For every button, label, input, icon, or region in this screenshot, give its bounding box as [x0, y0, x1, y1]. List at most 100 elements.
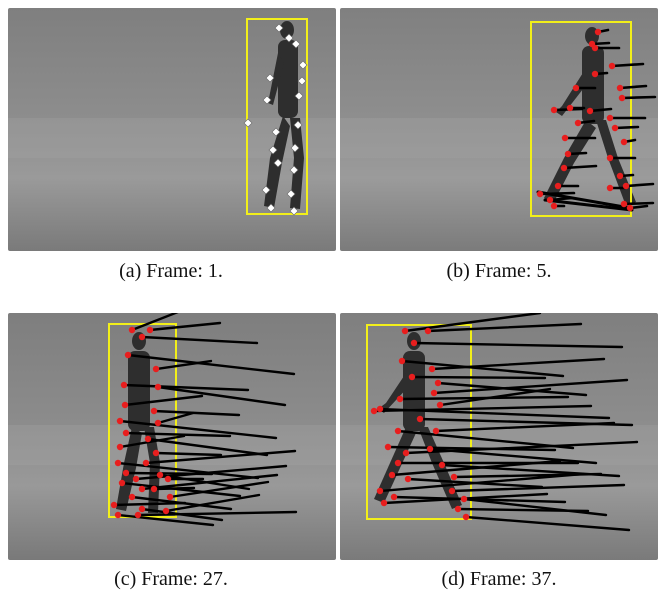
caption-a: (a) Frame: 1.: [119, 260, 223, 282]
track-lines: [372, 313, 639, 532]
frame-5-scene: [340, 8, 658, 251]
keypoint-marker: [564, 150, 572, 158]
keypoint-marker: [162, 507, 170, 515]
track-line: [146, 437, 269, 457]
keypoint-marker: [376, 405, 384, 413]
keypoint-marker: [608, 62, 616, 70]
keypoint-marker: [376, 487, 384, 495]
keypoint-marker: [591, 44, 599, 52]
keypoint-marker: [450, 473, 458, 481]
keypoint-marker: [554, 182, 562, 190]
keypoint-marker: [394, 459, 402, 467]
keypoint-marker: [243, 118, 253, 128]
track-lines: [112, 313, 298, 527]
track-line: [404, 440, 639, 455]
track-line: [152, 409, 241, 417]
keypoint-marker: [150, 485, 158, 493]
track-line: [456, 507, 590, 513]
keypoint-marker: [594, 28, 602, 36]
track-line: [122, 383, 250, 392]
keypoint-marker: [265, 73, 275, 83]
keypoint-marker: [384, 443, 392, 451]
keypoint-marker: [404, 475, 412, 483]
track-line: [588, 107, 613, 113]
track-line: [562, 164, 598, 170]
track-line: [116, 461, 260, 480]
keypoint-marker: [293, 120, 303, 130]
keypoint-marker: [396, 395, 404, 403]
track-line: [156, 385, 287, 407]
track-line: [434, 421, 616, 433]
keypoint-marker: [114, 511, 122, 519]
keypoint-marker: [370, 407, 378, 415]
track-line: [622, 201, 655, 206]
track-line: [156, 411, 195, 425]
keypoint-marker: [291, 39, 301, 49]
keypoint-marker: [142, 459, 150, 467]
keypoint-marker: [434, 379, 442, 387]
keypoint-marker: [388, 471, 396, 479]
keypoint-marker: [561, 134, 569, 142]
track-line: [613, 125, 640, 130]
keypoint-marker: [402, 449, 410, 457]
keypoint-marker: [550, 202, 558, 210]
keypoint-marker: [156, 471, 164, 479]
keypoint-marker: [118, 479, 126, 487]
keypoint-marker: [616, 172, 624, 180]
keypoint-marker: [289, 206, 299, 216]
track-line: [436, 381, 588, 397]
track-line: [378, 472, 585, 493]
keypoint-marker: [122, 469, 130, 477]
tracking-box: [366, 324, 472, 520]
keypoint-marker: [438, 461, 446, 469]
keypoint-marker: [550, 106, 558, 114]
track-line: [386, 445, 557, 452]
track-line: [430, 357, 606, 371]
track-line: [116, 513, 215, 527]
keypoint-marker: [274, 23, 284, 33]
track-line: [372, 404, 593, 413]
track-line: [432, 378, 629, 395]
track-line: [412, 341, 624, 349]
keypoint-marker: [134, 511, 142, 519]
keypoint-marker: [394, 427, 402, 435]
keypoint-marker: [110, 501, 118, 509]
keypoint-marker: [622, 182, 630, 190]
keypoint-marker: [298, 60, 308, 70]
keypoint-marker: [586, 107, 594, 115]
keypoint-marker: [380, 499, 388, 507]
keypoint-marker: [271, 127, 281, 137]
track-line: [126, 353, 296, 376]
track-line: [390, 459, 562, 477]
track-line: [140, 473, 279, 491]
keypoint-marker: [146, 326, 154, 334]
caption-d: (d) Frame: 37.: [441, 568, 557, 590]
track-line: [118, 419, 278, 440]
frame-1-image: [8, 8, 336, 251]
keypoint-marker: [132, 475, 140, 483]
keypoint-marker: [128, 493, 136, 501]
tracking-box: [246, 18, 308, 215]
keypoint-marker: [410, 339, 418, 347]
keypoint-marker: [114, 459, 122, 467]
track-line: [152, 486, 196, 491]
keypoint-marker: [290, 143, 300, 153]
keypoint-marker: [152, 365, 160, 373]
track-line: [136, 510, 298, 517]
track-line: [392, 495, 567, 504]
keypoint-marker: [618, 94, 626, 102]
track-line: [410, 375, 547, 380]
keypoint-marker: [284, 33, 294, 43]
ground-background: [8, 313, 336, 560]
track-line: [140, 335, 259, 345]
keypoint-marker: [116, 443, 124, 451]
keypoint-marker: [164, 475, 172, 483]
keypoint-marker: [121, 401, 129, 409]
track-line: [144, 449, 297, 465]
keypoints: [536, 28, 634, 212]
panel-b: [340, 8, 658, 251]
track-line: [164, 493, 261, 513]
keypoint-marker: [432, 427, 440, 435]
keypoint-marker: [138, 333, 146, 341]
track-line: [154, 451, 223, 457]
